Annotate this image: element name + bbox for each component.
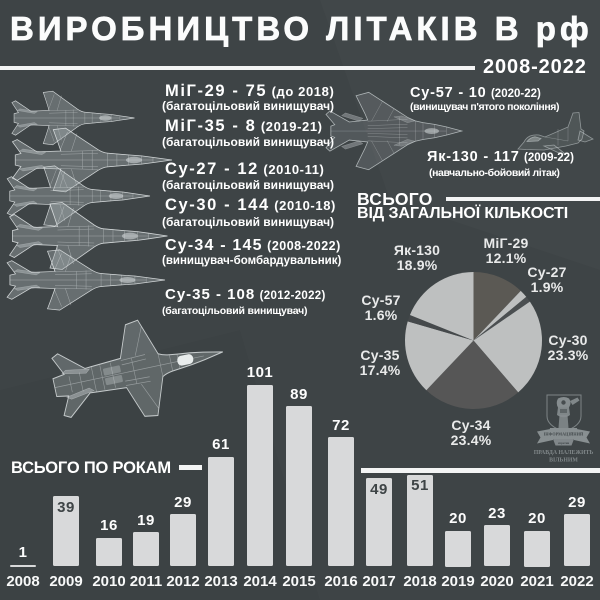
svg-text:ІНФОРМАЦІЙНИЙ: ІНФОРМАЦІЙНИЙ [544,431,584,436]
svg-text:ПРАВДА НАЛЕЖИТЬ: ПРАВДА НАЛЕЖИТЬ [534,450,594,456]
svg-text:ВІЛЬНИМ: ВІЛЬНИМ [549,458,578,464]
svg-text:спротив: спротив [558,441,570,445]
